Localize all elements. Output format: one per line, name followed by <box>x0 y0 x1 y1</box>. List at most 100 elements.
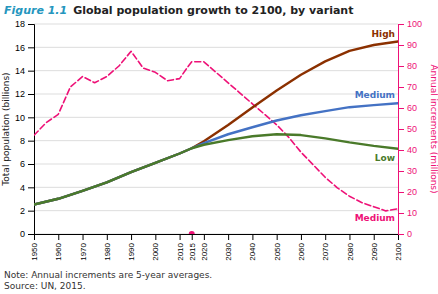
note: Note: Annual increments are 5-year avera… <box>4 270 212 280</box>
grid-line <box>34 164 398 165</box>
tick: 10 <box>15 113 34 123</box>
tick-label: 16 <box>15 43 25 53</box>
tick: 80 <box>398 61 417 71</box>
series-labels: MediumHighMediumLow <box>355 29 395 223</box>
grid-line <box>34 24 398 25</box>
tick: 1970 <box>79 234 88 261</box>
tick-label: 60 <box>407 103 417 113</box>
tick: 100 <box>398 19 422 29</box>
tick-mark <box>28 24 34 25</box>
tick: 30 <box>398 166 417 176</box>
tick-label: 8 <box>20 136 25 146</box>
axis-line <box>399 25 405 235</box>
tick-label: 1950 <box>30 242 39 260</box>
tick: 0 <box>398 229 412 239</box>
series-label: High <box>372 29 395 39</box>
tick: 0 <box>20 229 34 239</box>
axis-line <box>35 235 399 241</box>
grid-line <box>34 117 398 118</box>
tick: 90 <box>398 40 417 50</box>
tick: 2070 <box>321 234 330 261</box>
tick: 2100 <box>394 234 403 261</box>
grid-line <box>34 210 398 211</box>
tick-label: 12 <box>15 89 25 99</box>
tick: 18 <box>15 19 34 29</box>
figure-label: Figure 1.1 <box>4 4 67 17</box>
tick-label: 30 <box>407 166 417 176</box>
x-axis: 1950 1960 1970 1980 1990 2000 201020152020 2030… <box>30 234 403 261</box>
tick-mark <box>398 108 404 109</box>
tick-mark <box>301 234 302 240</box>
tick-label: 80 <box>407 61 417 71</box>
tick-label: 1990 <box>127 242 136 260</box>
tick-mark <box>398 192 404 193</box>
tick: 2020 <box>200 234 209 261</box>
tick: 2060 <box>297 234 306 261</box>
tick-mark <box>277 234 278 240</box>
note: Source: UN, 2015. <box>4 281 86 291</box>
tick-mark <box>398 45 404 46</box>
tick-label: 2000 <box>151 242 160 260</box>
tick: 2050 <box>273 234 282 261</box>
tick-mark <box>28 211 34 212</box>
tick-label: 2040 <box>248 242 257 260</box>
tick-label: 18 <box>15 19 25 29</box>
tick-mark <box>28 141 34 142</box>
tick-mark <box>28 94 34 95</box>
tick: 50 <box>398 124 417 134</box>
tick-mark <box>58 234 59 240</box>
tick-mark <box>28 187 34 188</box>
tick-label: 2015 <box>188 242 197 260</box>
tick: 40 <box>398 145 417 155</box>
tick-label: 10 <box>407 208 417 218</box>
tick: 16 <box>15 43 34 53</box>
tick-label: 10 <box>15 113 25 123</box>
tick: 2 <box>20 206 34 216</box>
marks <box>34 42 398 235</box>
tick-mark <box>83 234 84 240</box>
tick-label: 2070 <box>321 242 330 260</box>
tick-mark <box>398 234 404 235</box>
tick: 2030 <box>224 234 233 261</box>
series-line <box>34 103 398 204</box>
tick-mark <box>28 164 34 165</box>
tick-mark <box>374 234 375 240</box>
tick-label: 1960 <box>54 242 63 260</box>
tick: 2080 <box>346 234 355 261</box>
tick-label: 2090 <box>370 242 379 260</box>
tick-mark <box>28 117 34 118</box>
title: Global population growth to 2100, by var… <box>73 4 353 17</box>
tick-mark <box>252 234 253 240</box>
tick-label: 100 <box>407 19 422 29</box>
tick-mark <box>28 234 34 235</box>
tick-mark <box>228 234 229 240</box>
tick-mark <box>398 66 404 67</box>
tick-mark <box>398 150 404 151</box>
tick-mark <box>398 87 404 88</box>
tick-label: 90 <box>407 40 417 50</box>
tick-label: 2010 <box>176 242 185 260</box>
y2-axis-title: Annual increments (millions) <box>429 64 438 193</box>
tick-mark <box>325 234 326 240</box>
tick: 6 <box>20 159 34 169</box>
tick-mark <box>107 234 108 240</box>
tick-label: 14 <box>15 66 25 76</box>
grid-line <box>34 94 398 95</box>
series-label: Medium <box>355 213 395 223</box>
tick-mark <box>398 24 404 25</box>
tick: 2040 <box>248 234 257 261</box>
tick: 2090 <box>370 234 379 261</box>
grid-line <box>34 47 398 48</box>
tick: 70 <box>398 82 417 92</box>
tick: 2000 <box>151 234 160 261</box>
tick-label: 2060 <box>297 242 306 260</box>
marker <box>189 231 195 234</box>
tick-label: 1980 <box>103 242 112 260</box>
tick: 14 <box>15 66 34 76</box>
tick: 60 <box>398 103 417 113</box>
tick: 12 <box>15 89 34 99</box>
series-line <box>34 42 398 205</box>
tick: 1980 <box>103 234 112 261</box>
tick: 20 <box>398 187 417 197</box>
series-label: Low <box>375 153 395 163</box>
